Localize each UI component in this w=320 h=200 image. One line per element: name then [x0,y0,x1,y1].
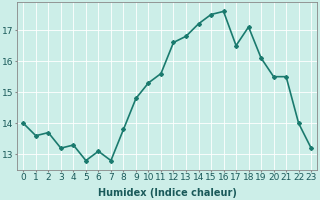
X-axis label: Humidex (Indice chaleur): Humidex (Indice chaleur) [98,188,237,198]
